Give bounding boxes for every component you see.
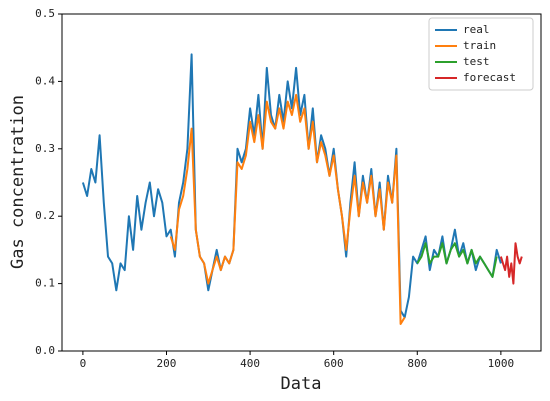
plot-frame	[61, 13, 542, 352]
x-tick-label: 1000	[488, 357, 515, 370]
legend-label: train	[463, 39, 496, 52]
x-tick-label: 0	[80, 357, 87, 370]
line-series	[416, 242, 498, 278]
x-tick-label: 400	[240, 357, 260, 370]
line-series	[81, 53, 502, 319]
legend-label: real	[463, 23, 490, 36]
x-tick-label: 200	[157, 357, 177, 370]
y-tick-label: 0.1	[35, 277, 55, 290]
x-axis-label: Data	[281, 374, 322, 394]
legend: real train test forecast	[428, 17, 534, 91]
y-axis-label: Gas concentration	[8, 95, 28, 269]
y-tick-label: 0.5	[35, 7, 55, 20]
x-tick-label: 800	[407, 357, 427, 370]
x-tick-label: 600	[324, 357, 344, 370]
y-tick-label: 0.2	[35, 209, 55, 222]
legend-label: test	[463, 55, 490, 68]
legend-box	[428, 17, 534, 91]
line-series	[499, 242, 523, 285]
y-tick-label: 0.3	[35, 142, 55, 155]
legend-label: forecast	[463, 71, 516, 84]
y-tick-label: 0.4	[35, 74, 55, 87]
line-series	[169, 93, 406, 325]
y-tick-label: 0.0	[35, 344, 55, 357]
